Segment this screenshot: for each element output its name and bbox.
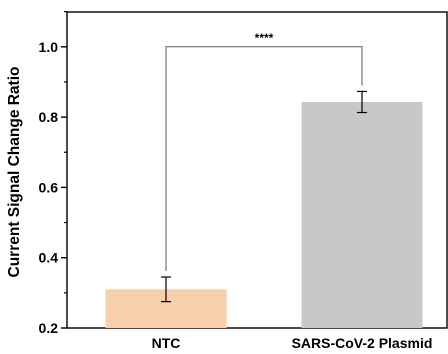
bars: [105, 101, 423, 328]
significance-label: ****: [255, 31, 274, 45]
plot-border: [66, 11, 448, 329]
y-tick-label: 0.2: [39, 320, 59, 336]
y-tick-label: 1.0: [39, 39, 59, 55]
y-axis-title: Current Signal Change Ratio: [6, 67, 23, 278]
significance-bracket: [165, 46, 363, 272]
x-tick-label: SARS-CoV-2 Plasmid: [292, 335, 433, 351]
bar-sars-cov-2-plasmid: [301, 101, 423, 328]
plot-frame: [66, 11, 448, 329]
y-axis: 0.2 0.4 0.6 0.8 1.0: [39, 11, 67, 336]
y-tick-label: 0.4: [39, 250, 59, 266]
x-axis-labels: NTC SARS-CoV-2 Plasmid: [152, 335, 433, 351]
error-bars: [161, 90, 367, 303]
y-tick-label: 0.6: [39, 179, 59, 195]
y-tick-label: 0.8: [39, 109, 59, 125]
significance-annotation: ****: [165, 31, 363, 272]
x-tick-label: NTC: [152, 335, 181, 351]
